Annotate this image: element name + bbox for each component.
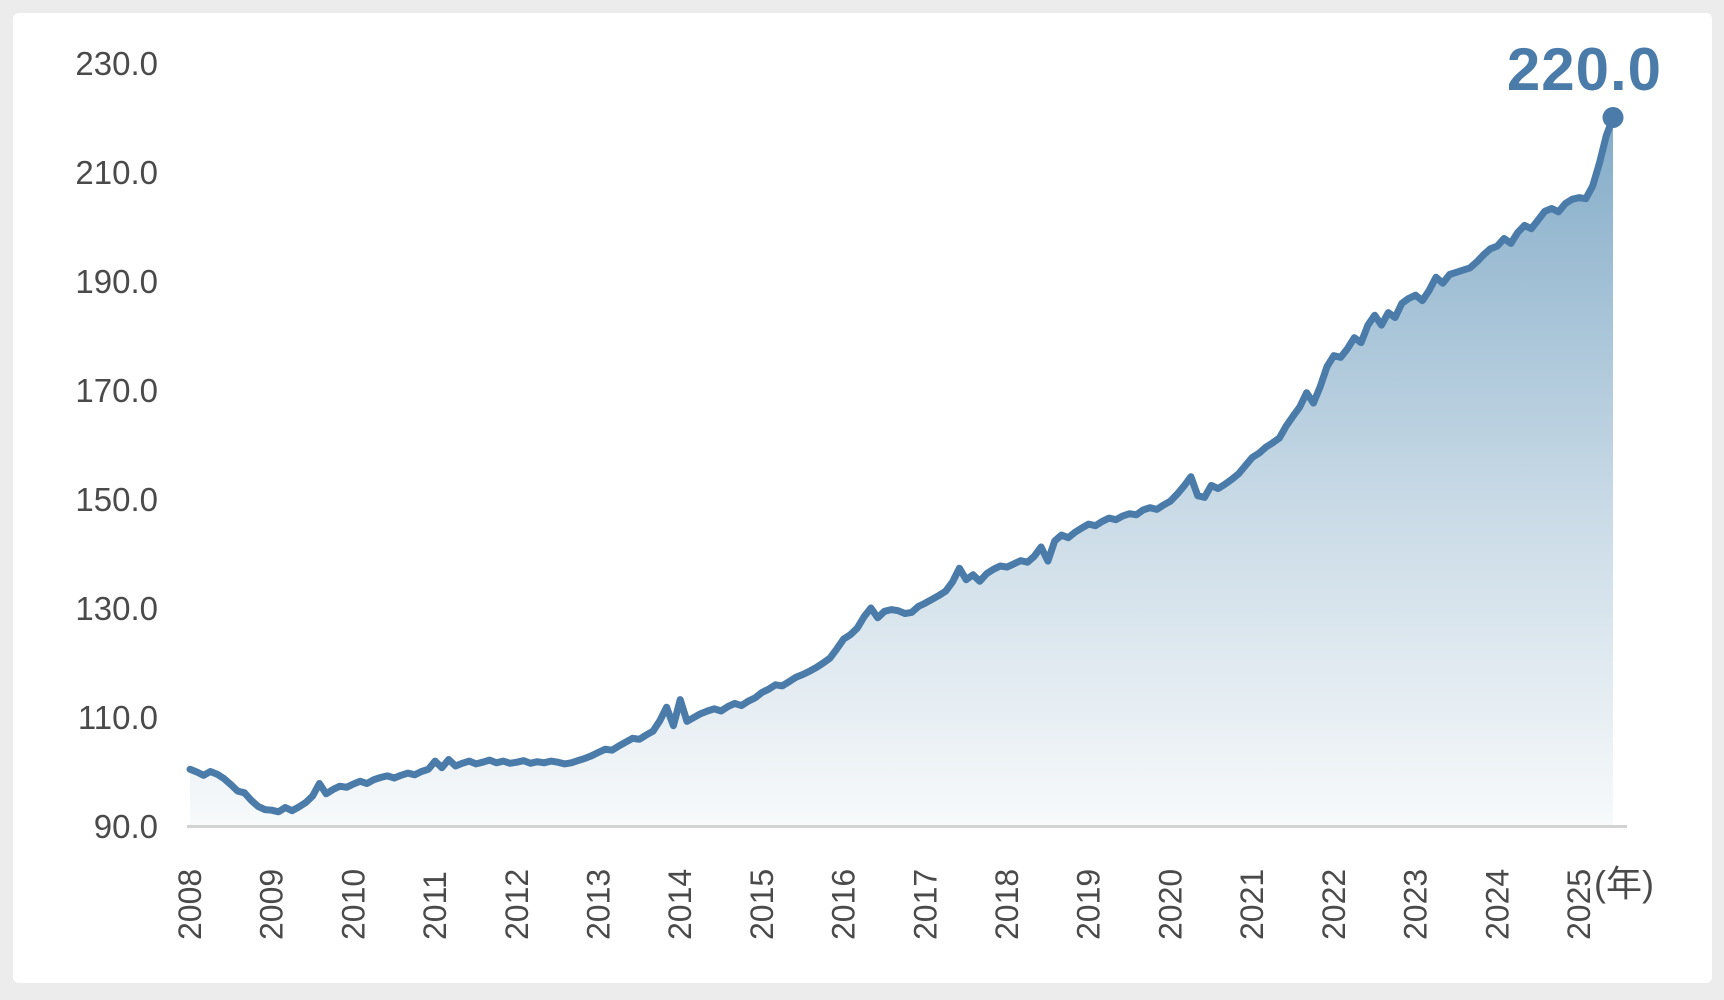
- x-axis-tick-label: 2014: [662, 869, 698, 940]
- x-axis-tick-label: 2009: [254, 869, 290, 940]
- x-axis-unit-label: (年): [1594, 863, 1654, 904]
- x-axis-tick-label: 2025: [1561, 869, 1597, 940]
- x-axis-tick-label: 2011: [417, 871, 453, 940]
- y-axis-tick-label: 170.0: [75, 372, 158, 409]
- x-axis-tick-label: 2016: [826, 869, 862, 940]
- x-axis-tick-label: 2008: [172, 869, 208, 940]
- y-axis-tick-label: 110.0: [78, 699, 158, 736]
- x-axis-tick-label: 2021: [1234, 869, 1270, 940]
- x-axis-tick-label: 2019: [1071, 869, 1107, 940]
- x-axis-tick-label: 2020: [1152, 869, 1188, 940]
- end-point-marker: [1602, 107, 1624, 128]
- end-value-label: 220.0: [1507, 36, 1662, 103]
- y-axis-tick-label: 230.0: [75, 45, 158, 82]
- x-axis-tick-label: 2012: [499, 869, 535, 940]
- x-axis-tick-label: 2013: [581, 869, 617, 940]
- x-axis-tick-label: 2017: [907, 869, 943, 940]
- x-axis-tick-label: 2023: [1398, 869, 1434, 940]
- y-axis-tick-label: 90.0: [94, 808, 158, 845]
- x-axis-tick-label: 2015: [744, 869, 780, 940]
- x-axis-tick-label: 2010: [335, 869, 371, 940]
- y-axis-tick-label: 150.0: [75, 481, 158, 518]
- x-axis-tick-label: 2022: [1316, 869, 1352, 940]
- x-axis-tick-label: 2018: [989, 869, 1025, 940]
- y-axis-tick-label: 210.0: [75, 154, 158, 191]
- x-axis-tick-label: 2024: [1479, 869, 1515, 940]
- y-axis-tick-label: 190.0: [75, 263, 158, 300]
- series-line: [186, 114, 1617, 816]
- series-area-fill: [190, 117, 1613, 825]
- y-axis-tick-label: 130.0: [75, 590, 158, 627]
